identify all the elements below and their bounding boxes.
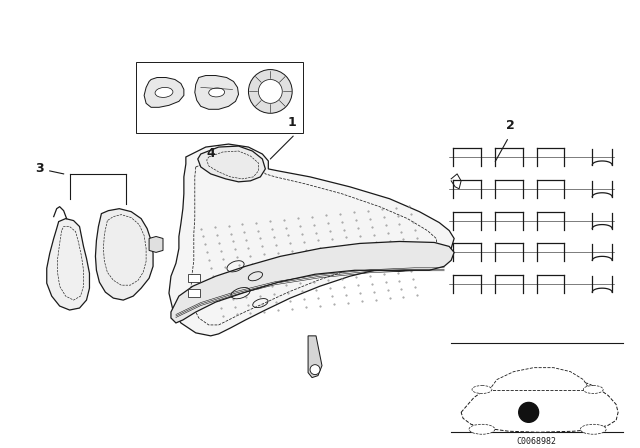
Circle shape <box>310 365 320 375</box>
Polygon shape <box>461 379 618 432</box>
Polygon shape <box>169 144 454 336</box>
Polygon shape <box>149 237 163 252</box>
Text: C0068982: C0068982 <box>516 437 557 446</box>
Polygon shape <box>198 146 266 182</box>
Bar <box>136 62 303 133</box>
Text: 2: 2 <box>506 119 515 132</box>
Polygon shape <box>489 368 590 391</box>
Circle shape <box>248 69 292 113</box>
Ellipse shape <box>472 386 492 393</box>
Text: 3: 3 <box>35 163 44 176</box>
Polygon shape <box>95 209 153 300</box>
Circle shape <box>519 402 539 422</box>
Polygon shape <box>195 76 239 109</box>
Polygon shape <box>47 219 90 310</box>
Text: 1: 1 <box>288 116 296 129</box>
Ellipse shape <box>209 88 225 97</box>
Ellipse shape <box>583 386 603 393</box>
Polygon shape <box>171 241 454 323</box>
Bar <box>188 274 200 282</box>
Polygon shape <box>308 336 322 378</box>
Ellipse shape <box>469 424 495 434</box>
Ellipse shape <box>580 424 606 434</box>
Text: 4: 4 <box>206 147 215 160</box>
Ellipse shape <box>155 87 173 97</box>
Polygon shape <box>144 78 184 108</box>
Circle shape <box>259 79 282 103</box>
Bar <box>188 289 200 297</box>
